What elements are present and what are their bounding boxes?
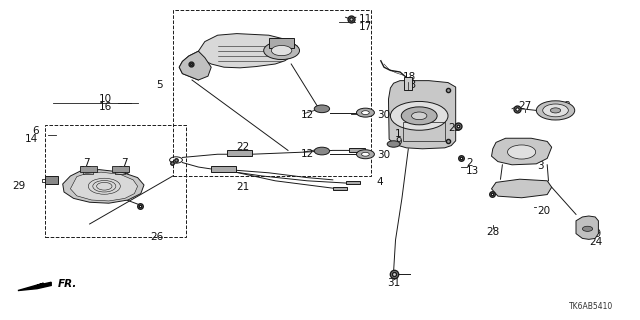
Text: 22: 22 (237, 142, 250, 152)
Text: 21: 21 (237, 182, 250, 192)
Text: 1: 1 (396, 129, 402, 140)
Text: 17: 17 (358, 22, 372, 32)
Bar (227, 150, 252, 156)
Circle shape (314, 147, 330, 155)
Bar (173, 10, 371, 176)
Text: 27: 27 (518, 100, 531, 111)
Text: 23: 23 (403, 80, 416, 90)
Text: 25: 25 (448, 123, 461, 133)
Circle shape (412, 112, 427, 120)
Text: 5: 5 (157, 80, 163, 90)
Polygon shape (198, 34, 298, 68)
Circle shape (314, 105, 330, 113)
Text: 18: 18 (403, 72, 416, 82)
Text: 9: 9 (396, 137, 402, 148)
Text: 31: 31 (387, 278, 400, 288)
Text: 15: 15 (118, 166, 131, 176)
Text: 20: 20 (538, 206, 551, 216)
Circle shape (536, 101, 575, 120)
Circle shape (550, 108, 561, 113)
Text: 19: 19 (589, 228, 602, 239)
Text: 15: 15 (80, 166, 93, 176)
Text: 2: 2 (466, 158, 472, 168)
Circle shape (362, 152, 369, 156)
Text: 8: 8 (563, 100, 570, 111)
Polygon shape (70, 172, 138, 201)
Circle shape (543, 104, 568, 117)
Circle shape (390, 101, 448, 130)
Text: 6: 6 (32, 126, 38, 136)
Bar (45, 176, 58, 184)
Polygon shape (492, 179, 552, 198)
Polygon shape (63, 170, 144, 203)
Polygon shape (388, 81, 456, 149)
Text: 30: 30 (378, 150, 391, 160)
Text: 12: 12 (301, 110, 314, 120)
Bar (333, 187, 347, 190)
Polygon shape (492, 138, 552, 165)
Text: 7: 7 (122, 158, 128, 168)
Bar (349, 148, 365, 152)
Circle shape (356, 108, 374, 117)
Circle shape (356, 150, 374, 159)
Text: 4: 4 (376, 177, 383, 188)
Text: 10: 10 (99, 94, 112, 104)
Circle shape (401, 107, 437, 125)
Text: 11: 11 (358, 14, 372, 24)
Bar (346, 181, 360, 184)
Circle shape (264, 42, 300, 60)
Text: 29: 29 (12, 180, 26, 191)
Text: 30: 30 (378, 110, 391, 120)
Bar (269, 38, 294, 48)
Text: 3: 3 (538, 161, 544, 172)
Circle shape (508, 145, 536, 159)
Text: FR.: FR. (58, 279, 77, 289)
Text: 24: 24 (589, 236, 602, 247)
Text: 13: 13 (466, 166, 479, 176)
Polygon shape (576, 216, 598, 239)
Bar (112, 166, 129, 172)
Circle shape (387, 141, 400, 147)
Bar (80, 166, 97, 172)
Bar (404, 77, 412, 90)
Text: 16: 16 (99, 102, 112, 112)
Text: 14: 14 (25, 134, 38, 144)
Polygon shape (179, 51, 211, 80)
Bar (211, 166, 236, 172)
Circle shape (271, 45, 292, 56)
Text: 28: 28 (486, 227, 499, 237)
Text: TK6AB5410: TK6AB5410 (569, 302, 613, 311)
Bar (403, 122, 445, 141)
Polygon shape (18, 282, 51, 291)
Circle shape (582, 226, 593, 231)
Bar (45, 125, 186, 237)
Text: 26: 26 (150, 232, 163, 242)
Text: 12: 12 (301, 148, 314, 159)
Text: 7: 7 (83, 158, 90, 168)
Circle shape (362, 111, 369, 115)
